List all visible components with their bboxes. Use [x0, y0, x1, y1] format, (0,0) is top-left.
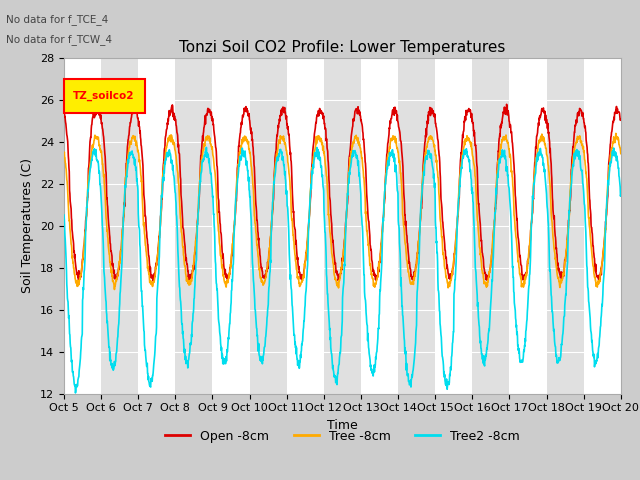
Open -8cm	[440, 238, 448, 244]
Tree -8cm	[111, 287, 118, 292]
Tree2 -8cm	[269, 198, 276, 204]
Bar	[584, 58, 621, 394]
Tree2 -8cm	[179, 336, 187, 341]
Title: Tonzi Soil CO2 Profile: Lower Temperatures: Tonzi Soil CO2 Profile: Lower Temperatur…	[179, 40, 506, 55]
Bar	[435, 58, 472, 394]
Bar	[212, 58, 250, 394]
Tree2 -8cm	[291, 332, 298, 338]
Open -8cm	[503, 101, 511, 107]
Bar	[138, 58, 175, 394]
Bar	[64, 58, 101, 394]
Tree -8cm	[291, 246, 298, 252]
Line: Open -8cm: Open -8cm	[64, 104, 621, 282]
Bar	[287, 58, 324, 394]
X-axis label: Time: Time	[327, 419, 358, 432]
Line: Tree2 -8cm: Tree2 -8cm	[64, 147, 621, 393]
Tree2 -8cm	[288, 294, 296, 300]
Tree2 -8cm	[202, 144, 210, 150]
Open -8cm	[290, 216, 298, 222]
Y-axis label: Soil Temperatures (C): Soil Temperatures (C)	[22, 158, 35, 293]
Bar	[547, 58, 584, 394]
Bar	[101, 58, 138, 394]
Bar	[250, 58, 287, 394]
Open -8cm	[92, 112, 100, 118]
Bar	[361, 58, 398, 394]
Bar	[175, 58, 212, 394]
Tree -8cm	[612, 131, 620, 136]
Tree2 -8cm	[60, 212, 68, 218]
Tree -8cm	[92, 135, 100, 141]
FancyBboxPatch shape	[64, 80, 145, 113]
Tree2 -8cm	[72, 390, 79, 396]
Text: No data for f_TCE_4: No data for f_TCE_4	[6, 14, 109, 25]
Open -8cm	[60, 106, 68, 111]
Text: No data for f_TCW_4: No data for f_TCW_4	[6, 34, 113, 45]
Tree -8cm	[617, 151, 625, 156]
Tree -8cm	[179, 244, 187, 250]
Text: TZ_soilco2: TZ_soilco2	[74, 91, 135, 101]
Tree2 -8cm	[92, 151, 100, 157]
Tree -8cm	[440, 263, 448, 269]
Tree2 -8cm	[441, 372, 449, 377]
Bar	[398, 58, 435, 394]
Tree2 -8cm	[617, 192, 625, 197]
Open -8cm	[268, 211, 276, 217]
Tree -8cm	[287, 214, 295, 219]
Legend: Open -8cm, Tree -8cm, Tree2 -8cm: Open -8cm, Tree -8cm, Tree2 -8cm	[159, 425, 525, 448]
Open -8cm	[287, 158, 295, 164]
Bar	[621, 58, 640, 394]
Line: Tree -8cm: Tree -8cm	[64, 133, 621, 289]
Tree -8cm	[269, 206, 276, 212]
Open -8cm	[335, 279, 342, 285]
Bar	[509, 58, 547, 394]
Open -8cm	[179, 225, 187, 230]
Tree -8cm	[60, 152, 68, 158]
Bar	[324, 58, 361, 394]
Bar	[472, 58, 509, 394]
Open -8cm	[617, 117, 625, 122]
